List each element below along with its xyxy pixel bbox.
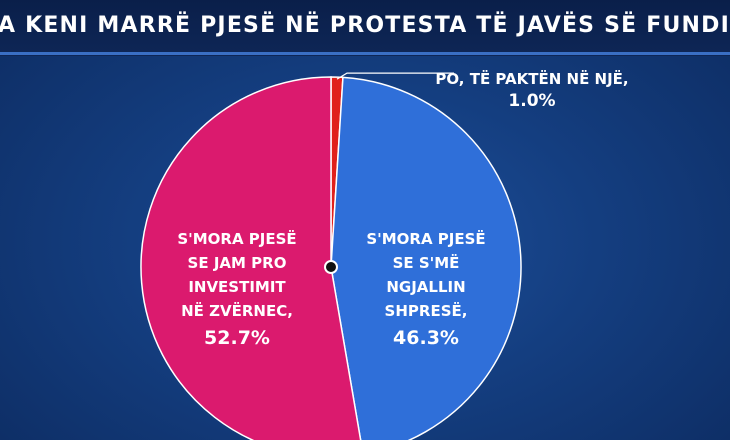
slice-label-line: S'MORA PJESË	[366, 229, 485, 248]
slice-label-line: SHPRESË,	[385, 301, 468, 320]
slice-label-po-te-pakten-ne-nje: PO, TË PAKTËN NË NJË, 1.0%	[435, 69, 628, 111]
title-bar: A KENI MARRË PJESË NË PROTESTA TË JAVËS …	[0, 0, 730, 56]
slice-label-line: SE JAM PRO	[188, 254, 287, 272]
slice-label-line: S'MORA PJESË	[177, 229, 296, 248]
pie-slice-s-mora-pjese-se-s-me-ngjallin-	[330, 76, 522, 440]
slice-label-line: PO, TË PAKTËN NË NJË,	[435, 69, 628, 88]
pie-center-dot	[324, 260, 338, 274]
slice-label-s-mora-pjese-se-jam-pro-invest: S'MORA PJESË SE JAM PRO INVESTIMIT NË ZVËRN…	[177, 229, 296, 349]
leader-line	[336, 72, 454, 80]
chart-title: A KENI MARRË PJESË NË PROTESTA TË JAVËS …	[0, 13, 730, 38]
slice-label-line: INVESTIMIT	[188, 278, 286, 296]
slice-label-line: NË ZVËRNEC,	[181, 301, 293, 320]
slice-label-s-mora-pjese-se-s-me-ngjallin-: S'MORA PJESË SE S'MË NGJALLIN SHPRESË, 46.3%	[366, 229, 485, 349]
title-underline	[0, 52, 730, 55]
slice-value-label: 46.3%	[393, 327, 459, 349]
slice-value-label: 1.0%	[508, 91, 555, 111]
slice-value-label: 52.7%	[204, 327, 270, 349]
pie-slice-s-mora-pjese-se-jam-pro-invest	[140, 76, 362, 440]
slice-label-line: NGJALLIN	[386, 278, 465, 296]
slice-label-line: SE S'MË	[393, 253, 460, 272]
